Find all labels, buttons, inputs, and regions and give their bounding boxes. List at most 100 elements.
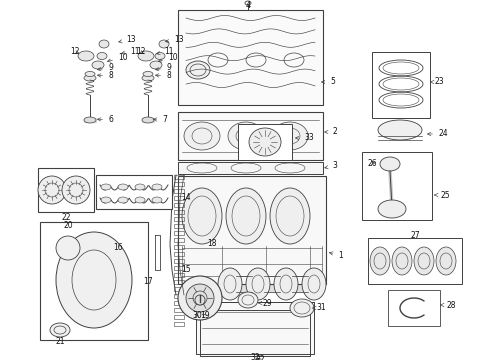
- Ellipse shape: [249, 128, 281, 156]
- Text: 9: 9: [98, 63, 113, 72]
- Bar: [174, 196, 184, 200]
- Bar: [174, 210, 184, 214]
- Ellipse shape: [150, 61, 162, 69]
- Ellipse shape: [195, 295, 205, 305]
- Bar: [174, 294, 184, 298]
- Ellipse shape: [378, 120, 422, 140]
- Text: 11: 11: [122, 46, 140, 55]
- Text: 12: 12: [136, 48, 146, 57]
- Ellipse shape: [270, 188, 310, 244]
- Text: 32: 32: [250, 354, 260, 360]
- Ellipse shape: [182, 188, 222, 244]
- Ellipse shape: [62, 176, 90, 204]
- Text: 19: 19: [200, 311, 210, 320]
- Text: 14: 14: [181, 194, 191, 202]
- Text: 17: 17: [143, 278, 153, 287]
- Ellipse shape: [184, 122, 220, 150]
- Ellipse shape: [101, 184, 111, 190]
- Ellipse shape: [101, 197, 111, 203]
- Ellipse shape: [143, 72, 153, 77]
- Bar: [238, 124, 292, 160]
- Bar: [372, 52, 430, 118]
- Text: 21: 21: [55, 338, 65, 346]
- Bar: [178, 162, 323, 174]
- Ellipse shape: [152, 197, 162, 203]
- Text: 3: 3: [325, 162, 337, 171]
- Bar: [196, 302, 314, 354]
- Ellipse shape: [238, 292, 258, 308]
- Ellipse shape: [118, 184, 128, 190]
- Ellipse shape: [50, 323, 70, 337]
- Bar: [174, 315, 184, 319]
- Bar: [174, 322, 184, 326]
- Ellipse shape: [56, 236, 80, 260]
- Text: 10: 10: [107, 54, 127, 63]
- Text: 15: 15: [181, 266, 191, 274]
- Ellipse shape: [228, 122, 264, 150]
- Text: 5: 5: [321, 77, 335, 86]
- Ellipse shape: [97, 53, 107, 59]
- Bar: [174, 175, 184, 179]
- Text: 29: 29: [259, 298, 271, 307]
- Text: 13: 13: [119, 36, 136, 45]
- Text: 30: 30: [192, 311, 202, 320]
- Text: 8: 8: [98, 72, 113, 81]
- Bar: [174, 252, 184, 256]
- Ellipse shape: [135, 197, 145, 203]
- Text: 23: 23: [431, 77, 443, 86]
- Ellipse shape: [155, 53, 165, 59]
- Ellipse shape: [142, 117, 154, 123]
- Ellipse shape: [370, 247, 390, 275]
- Text: 20: 20: [63, 220, 73, 230]
- Bar: [174, 259, 184, 263]
- Bar: [174, 245, 184, 249]
- Bar: [174, 273, 184, 277]
- Text: 11: 11: [157, 46, 173, 55]
- Ellipse shape: [436, 247, 456, 275]
- Text: 9: 9: [155, 63, 171, 72]
- Ellipse shape: [274, 268, 298, 300]
- Text: 24: 24: [427, 130, 448, 139]
- Text: 33: 33: [295, 134, 314, 143]
- Bar: [174, 308, 184, 312]
- Text: 28: 28: [441, 301, 456, 310]
- Text: 26: 26: [367, 158, 377, 167]
- Bar: [174, 266, 184, 270]
- Bar: [200, 310, 310, 356]
- Ellipse shape: [414, 247, 434, 275]
- Text: 16: 16: [113, 243, 123, 252]
- Ellipse shape: [159, 40, 169, 48]
- Polygon shape: [200, 310, 310, 356]
- Ellipse shape: [84, 75, 96, 81]
- Bar: [174, 238, 184, 242]
- Text: 32: 32: [255, 356, 265, 360]
- Bar: [174, 301, 184, 305]
- Bar: [174, 217, 184, 221]
- Bar: [178, 112, 323, 160]
- Ellipse shape: [226, 188, 266, 244]
- Ellipse shape: [186, 61, 210, 79]
- Ellipse shape: [186, 284, 214, 312]
- Ellipse shape: [178, 276, 222, 320]
- Ellipse shape: [38, 176, 66, 204]
- Bar: [174, 189, 184, 193]
- Bar: [38, 168, 94, 212]
- Bar: [174, 203, 184, 207]
- Ellipse shape: [99, 40, 109, 48]
- Text: 1: 1: [329, 251, 343, 260]
- Bar: [388, 290, 440, 326]
- Ellipse shape: [138, 51, 154, 61]
- Bar: [40, 222, 148, 340]
- Text: 8: 8: [155, 72, 171, 81]
- Ellipse shape: [84, 117, 96, 123]
- Text: 2: 2: [325, 127, 337, 136]
- Text: 4: 4: [245, 1, 250, 10]
- Ellipse shape: [85, 72, 95, 77]
- Ellipse shape: [246, 268, 270, 300]
- Text: 12: 12: [70, 48, 79, 57]
- Bar: [174, 182, 184, 186]
- Bar: [174, 231, 184, 235]
- Ellipse shape: [290, 299, 314, 317]
- Ellipse shape: [78, 51, 94, 61]
- Ellipse shape: [135, 184, 145, 190]
